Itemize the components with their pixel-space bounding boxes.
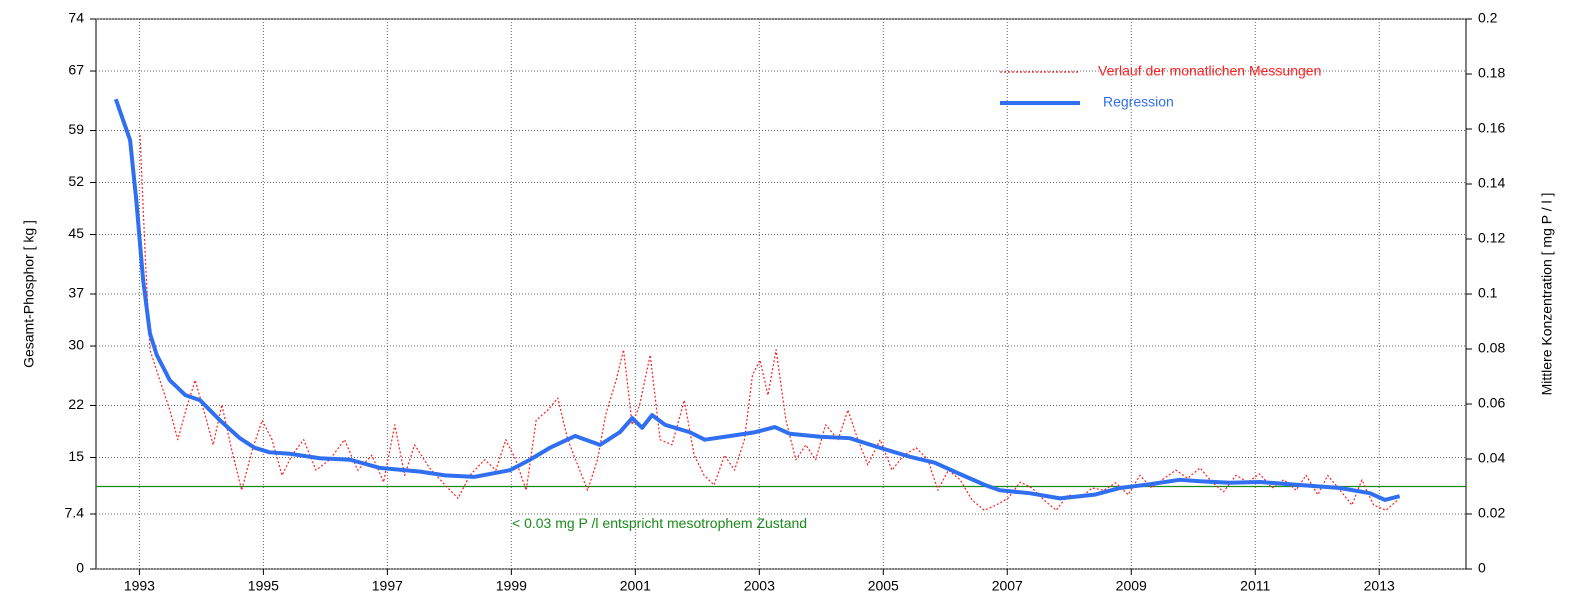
y2-tick-label: 0.04: [1478, 450, 1505, 466]
y-tick-label: 0: [76, 560, 84, 576]
series-line: [139, 134, 1399, 511]
y2-axis-label: Mittlere Konzentration [ mg P / l ]: [1539, 193, 1555, 396]
y-tick-label: 59: [68, 121, 84, 137]
series-line: [113, 98, 1401, 502]
x-tick-label: 2005: [868, 578, 899, 594]
x-tick-label: 1993: [124, 578, 155, 594]
x-tick-label: 1999: [496, 578, 527, 594]
y2-tick-label: 0.06: [1478, 395, 1505, 411]
threshold-label: < 0.03 mg P /l entspricht mesotrophem Zu…: [512, 515, 807, 531]
y-tick-label: 30: [68, 337, 84, 353]
y2-tick-label: 0.16: [1478, 120, 1505, 136]
y-tick-label: 74: [68, 10, 84, 26]
x-tick-label: 2003: [744, 578, 775, 594]
x-tick-label: 2009: [1116, 578, 1147, 594]
y2-tick-label: 0.08: [1478, 340, 1505, 356]
x-tick-label: 1995: [248, 578, 279, 594]
y2-tick-label: 0.02: [1478, 505, 1505, 521]
y2-tick-label: 0.1: [1478, 285, 1498, 301]
y-tick-label: 67: [68, 62, 84, 78]
x-tick-label: 2001: [620, 578, 651, 594]
x-tick-label: 1997: [372, 578, 403, 594]
legend-label: Regression: [1103, 94, 1174, 110]
x-tick-label: 2007: [992, 578, 1023, 594]
y2-tick-label: 0.14: [1478, 175, 1505, 191]
y-tick-label: 52: [68, 173, 84, 189]
y2-tick-label: 0.12: [1478, 230, 1505, 246]
legend-label: Verlauf der monatlichen Messungen: [1098, 63, 1321, 79]
y-tick-label: 7.4: [65, 505, 85, 521]
y-tick-label: 15: [68, 448, 84, 464]
y-tick-label: 37: [68, 285, 84, 301]
y-axis-label: Gesamt-Phosphor [ kg ]: [21, 220, 37, 368]
y2-tick-label: 0: [1478, 560, 1486, 576]
x-tick-label: 2013: [1364, 578, 1395, 594]
y2-tick-label: 0.2: [1478, 10, 1498, 26]
y-tick-label: 22: [68, 396, 84, 412]
x-tick-label: 2011: [1240, 578, 1270, 594]
y-tick-label: 45: [68, 225, 84, 241]
y2-tick-label: 0.18: [1478, 65, 1505, 81]
